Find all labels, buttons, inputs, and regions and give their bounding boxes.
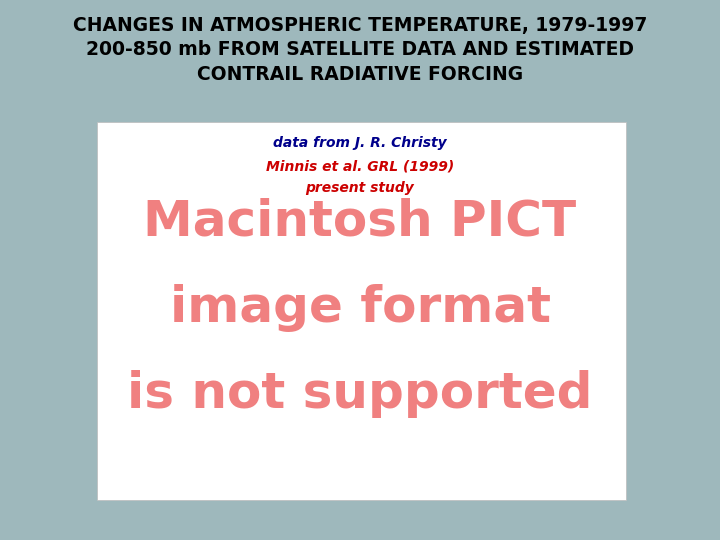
Text: Minnis et al. GRL (1999): Minnis et al. GRL (1999): [266, 159, 454, 173]
Text: CHANGES IN ATMOSPHERIC TEMPERATURE, 1979-1997
200-850 mb FROM SATELLITE DATA AND: CHANGES IN ATMOSPHERIC TEMPERATURE, 1979…: [73, 16, 647, 84]
FancyBboxPatch shape: [97, 122, 626, 500]
Text: is not supported: is not supported: [127, 370, 593, 418]
Text: Macintosh PICT: Macintosh PICT: [143, 198, 577, 245]
Text: image format: image format: [169, 284, 551, 332]
Text: present study: present study: [305, 181, 415, 195]
Text: data from J. R. Christy: data from J. R. Christy: [273, 136, 447, 150]
